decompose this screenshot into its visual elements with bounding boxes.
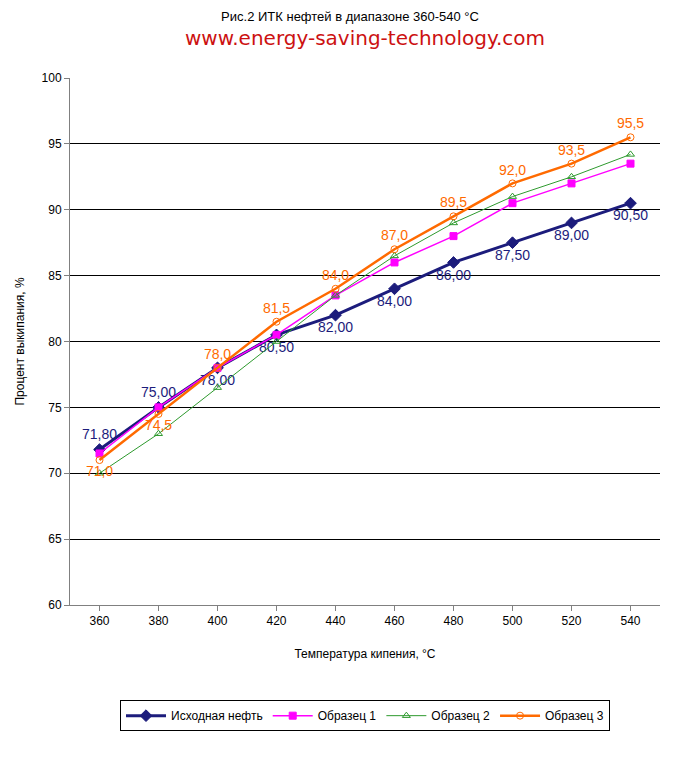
svg-text:78,0: 78,0 [204,346,231,362]
svg-text:380: 380 [148,614,168,628]
svg-text:95: 95 [48,137,62,151]
svg-text:Исходная нефть: Исходная нефть [171,709,263,723]
svg-text:Образец 2: Образец 2 [431,709,490,723]
svg-text:Температура кипения, °С: Температура кипения, °С [294,647,435,661]
svg-text:360: 360 [89,614,109,628]
svg-text:86,00: 86,00 [436,267,471,283]
svg-text:92,0: 92,0 [499,162,526,178]
svg-text:90,50: 90,50 [613,207,648,223]
svg-text:400: 400 [207,614,227,628]
svg-text:75,00: 75,00 [141,384,176,400]
svg-text:89,00: 89,00 [554,227,589,243]
svg-text:65: 65 [48,532,62,546]
svg-text:90: 90 [48,203,62,217]
svg-text:440: 440 [325,614,345,628]
svg-text:87,0: 87,0 [381,227,408,243]
svg-text:Образец 3: Образец 3 [545,709,604,723]
svg-text:89,5: 89,5 [440,194,467,210]
svg-text:81,5: 81,5 [263,300,290,316]
svg-text:480: 480 [443,614,463,628]
svg-text:100: 100 [42,71,62,85]
svg-text:93,5: 93,5 [558,142,585,158]
svg-text:60: 60 [48,598,62,612]
svg-text:87,50: 87,50 [495,247,530,263]
svg-text:71,0: 71,0 [86,463,113,479]
svg-text:75: 75 [48,401,62,415]
svg-text:95,5: 95,5 [617,115,644,131]
svg-text:82,00: 82,00 [318,319,353,335]
svg-text:500: 500 [502,614,522,628]
svg-text:84,0: 84,0 [322,267,349,283]
svg-text:78,00: 78,00 [200,372,235,388]
svg-text:www.energy-saving-technology.c: www.energy-saving-technology.com [185,26,545,50]
svg-text:85: 85 [48,269,62,283]
svg-text:460: 460 [384,614,404,628]
svg-text:80,50: 80,50 [259,339,294,355]
svg-text:Образец 1: Образец 1 [318,709,377,723]
svg-text:70: 70 [48,466,62,480]
svg-text:540: 540 [620,614,640,628]
svg-text:84,00: 84,00 [377,293,412,309]
svg-text:71,80: 71,80 [82,426,117,442]
svg-text:80: 80 [48,335,62,349]
svg-text:Рис.2 ИТК нефтей в диапазоне 3: Рис.2 ИТК нефтей в диапазоне 360-540 °С [221,9,479,24]
svg-text:420: 420 [266,614,286,628]
svg-text:520: 520 [561,614,581,628]
svg-text:74,5: 74,5 [145,417,172,433]
svg-text:Процент выкипания, %: Процент выкипания, % [13,277,27,405]
